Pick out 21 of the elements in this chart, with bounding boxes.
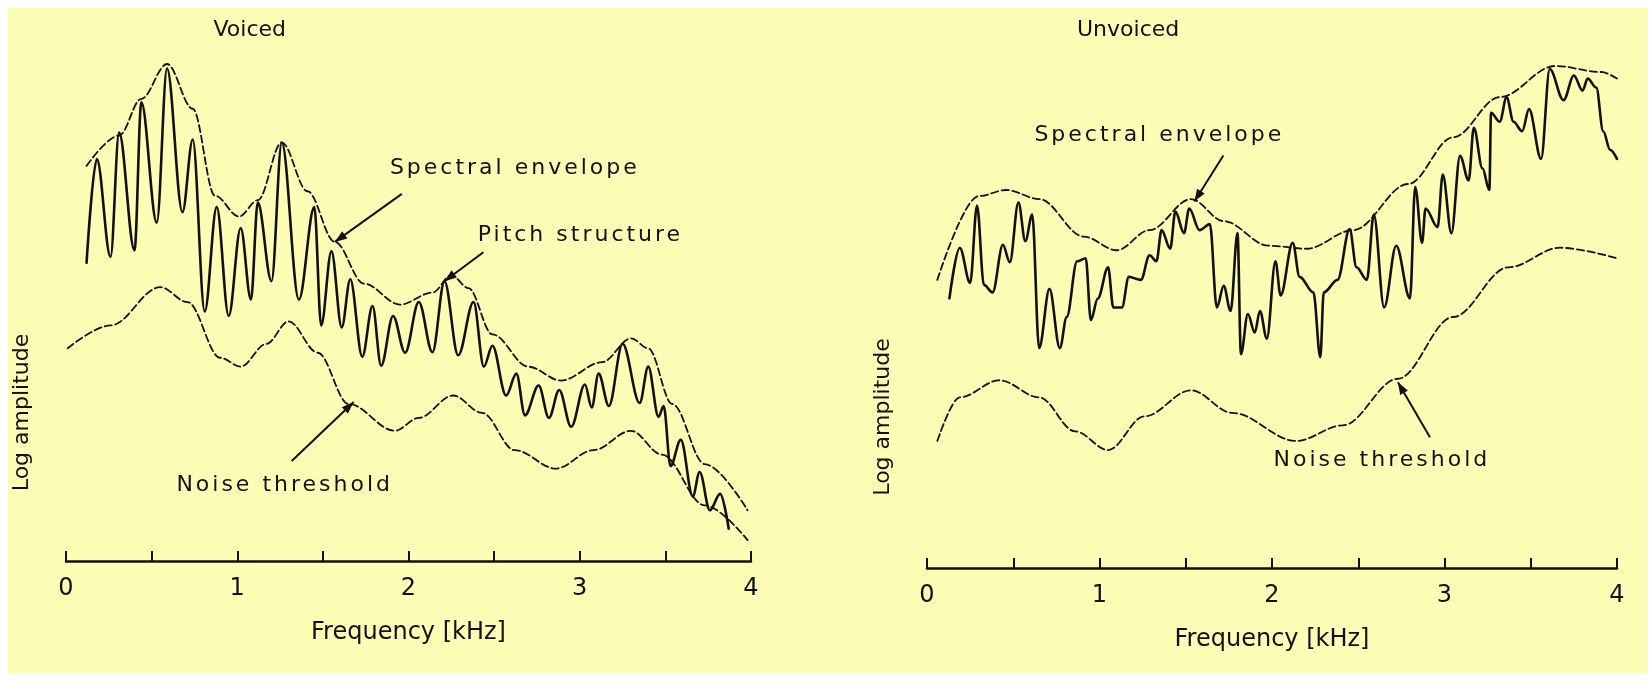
annotation: Noise threshold [176, 470, 394, 496]
annotation: Spectral envelope [1034, 120, 1285, 146]
y-axis-title: Log amplitude [7, 333, 33, 492]
x-axis-title: Frequency [kHz] [311, 617, 506, 645]
annotation: Noise threshold [1273, 446, 1491, 472]
y-axis-title: Log amplitude [868, 338, 894, 496]
annotation: Pitch structure [477, 221, 684, 247]
annotation: Spectral envelope [389, 153, 640, 179]
x-tick-label: 4 [743, 573, 759, 601]
x-tick-label: 2 [400, 573, 417, 601]
x-tick-label: 0 [58, 573, 74, 601]
x-tick-label: 4 [1609, 580, 1625, 608]
x-tick-label: 3 [1436, 580, 1453, 608]
x-tick-label: 3 [572, 573, 588, 601]
x-tick-label: 1 [1091, 580, 1108, 608]
chart-title: Voiced [213, 15, 287, 41]
x-tick-label: 2 [1264, 580, 1280, 608]
x-tick-label: 0 [919, 580, 935, 608]
chart-title: Unvoiced [1077, 15, 1180, 41]
x-tick-label: 1 [229, 573, 245, 601]
x-axis-title: Frequency [kHz] [1174, 624, 1370, 652]
